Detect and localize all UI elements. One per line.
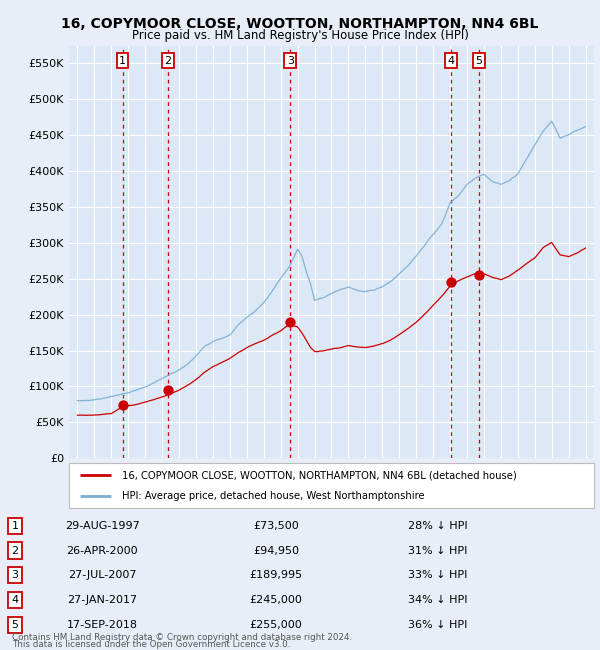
Point	[118, 400, 127, 411]
Text: 1: 1	[11, 521, 19, 531]
Text: Price paid vs. HM Land Registry's House Price Index (HPI): Price paid vs. HM Land Registry's House …	[131, 29, 469, 42]
Text: 3: 3	[287, 56, 294, 66]
Text: £255,000: £255,000	[250, 619, 302, 630]
Text: 29-AUG-1997: 29-AUG-1997	[65, 521, 139, 531]
Text: 4: 4	[448, 56, 455, 66]
Text: This data is licensed under the Open Government Licence v3.0.: This data is licensed under the Open Gov…	[12, 640, 290, 649]
Text: 16, COPYMOOR CLOSE, WOOTTON, NORTHAMPTON, NN4 6BL (detached house): 16, COPYMOOR CLOSE, WOOTTON, NORTHAMPTON…	[121, 470, 516, 480]
Text: 27-JUL-2007: 27-JUL-2007	[68, 570, 136, 580]
Text: 33% ↓ HPI: 33% ↓ HPI	[409, 570, 467, 580]
Text: £73,500: £73,500	[253, 521, 299, 531]
Text: 2: 2	[164, 56, 171, 66]
Point	[286, 317, 295, 327]
Text: 1: 1	[119, 56, 126, 66]
Text: 2: 2	[11, 545, 19, 556]
Text: Contains HM Land Registry data © Crown copyright and database right 2024.: Contains HM Land Registry data © Crown c…	[12, 633, 352, 642]
Text: 26-APR-2000: 26-APR-2000	[66, 545, 138, 556]
Text: 3: 3	[11, 570, 19, 580]
Text: 28% ↓ HPI: 28% ↓ HPI	[408, 521, 468, 531]
Text: 17-SEP-2018: 17-SEP-2018	[67, 619, 137, 630]
Text: 4: 4	[11, 595, 19, 605]
Text: £189,995: £189,995	[250, 570, 302, 580]
Text: 34% ↓ HPI: 34% ↓ HPI	[408, 595, 468, 605]
Point	[446, 277, 456, 287]
Text: 36% ↓ HPI: 36% ↓ HPI	[409, 619, 467, 630]
Text: £94,950: £94,950	[253, 545, 299, 556]
Text: HPI: Average price, detached house, West Northamptonshire: HPI: Average price, detached house, West…	[121, 491, 424, 501]
Point	[163, 385, 172, 395]
Text: £245,000: £245,000	[250, 595, 302, 605]
Text: 16, COPYMOOR CLOSE, WOOTTON, NORTHAMPTON, NN4 6BL: 16, COPYMOOR CLOSE, WOOTTON, NORTHAMPTON…	[61, 17, 539, 31]
Point	[474, 270, 484, 280]
Text: 5: 5	[476, 56, 482, 66]
Text: 31% ↓ HPI: 31% ↓ HPI	[409, 545, 467, 556]
Text: 5: 5	[11, 619, 19, 630]
Text: 27-JAN-2017: 27-JAN-2017	[67, 595, 137, 605]
